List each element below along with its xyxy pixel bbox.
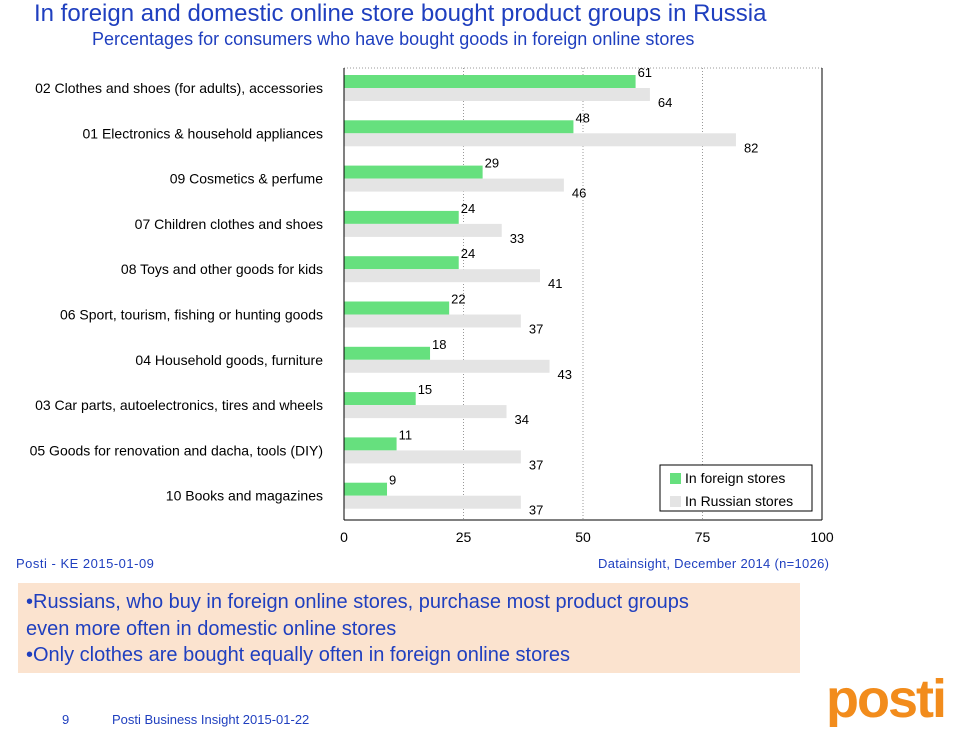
legend-swatch-1 <box>670 496 681 507</box>
bar-foreign-8 <box>344 437 397 451</box>
category-label-4: 08 Toys and other goods for kids <box>121 261 323 277</box>
legend-label-0: In foreign stores <box>685 470 785 486</box>
bar-russian-6 <box>344 359 550 373</box>
label-foreign-2: 29 <box>485 156 499 171</box>
label-russian-1: 82 <box>744 140 758 155</box>
bar-foreign-1 <box>344 120 574 134</box>
label-foreign-6: 18 <box>432 337 446 352</box>
bar-foreign-0 <box>344 75 636 88</box>
bar-foreign-6 <box>344 346 431 360</box>
bar-russian-0 <box>344 88 650 101</box>
source-left: Posti - KE 2015-01-09 <box>16 556 155 571</box>
x-tick-label-0: 0 <box>340 529 348 545</box>
label-russian-7: 34 <box>515 412 529 427</box>
label-russian-5: 37 <box>529 322 543 337</box>
label-foreign-8: 11 <box>399 427 413 442</box>
category-label-8: 05 Goods for renovation and dacha, tools… <box>30 442 323 458</box>
x-tick-label-50: 50 <box>575 529 591 545</box>
bar-chart: 61 64 02 Clothes and shoes (for adults), a… <box>30 65 834 545</box>
bar-russian-8 <box>344 450 521 464</box>
bar-russian-4 <box>344 269 540 283</box>
category-label-3: 07 Children clothes and shoes <box>135 216 323 232</box>
bar-russian-5 <box>344 314 521 328</box>
label-foreign-7: 15 <box>418 382 432 397</box>
bar-russian-9 <box>344 495 521 509</box>
note-line-1: •Russians, who buy in foreign online sto… <box>26 591 689 613</box>
bar-foreign-7 <box>344 392 416 406</box>
legend-label-1: In Russian stores <box>685 493 793 509</box>
x-tick-label-25: 25 <box>456 529 472 545</box>
category-label-2: 09 Cosmetics & perfume <box>170 171 323 187</box>
category-label-7: 03 Car parts, autoelectronics, tires and… <box>35 397 323 413</box>
category-label-5: 06 Sport, tourism, fishing or hunting go… <box>60 307 323 323</box>
label-russian-0: 64 <box>658 95 672 110</box>
x-tick-label-75: 75 <box>695 529 711 545</box>
label-foreign-0: 61 <box>638 65 652 80</box>
label-foreign-3: 24 <box>461 201 475 216</box>
label-russian-4: 41 <box>548 276 562 291</box>
label-foreign-9: 9 <box>389 473 396 488</box>
posti-logo: posti <box>826 669 947 727</box>
category-label-1: 01 Electronics & household appliances <box>83 125 324 141</box>
label-russian-9: 37 <box>529 503 543 518</box>
source-right: Datainsight, December 2014 (n=1026) <box>598 556 830 571</box>
footer-doc-title: Posti Business Insight 2015-01-22 <box>112 712 310 727</box>
note-line-2: even more often in domestic online store… <box>26 617 397 640</box>
x-tick-label-100: 100 <box>810 529 834 545</box>
label-foreign-1: 48 <box>575 110 589 125</box>
label-russian-8: 37 <box>529 457 543 472</box>
posti-logo-text: posti <box>826 669 945 727</box>
bar-russian-3 <box>344 223 502 237</box>
category-label-0: 02 Clothes and shoes (for adults), acces… <box>35 80 323 96</box>
bar-russian-2 <box>344 178 564 192</box>
category-label-9: 10 Books and magazines <box>166 488 323 504</box>
legend-box <box>659 464 813 512</box>
page-number: 9 <box>62 712 70 727</box>
bar-foreign-5 <box>344 301 450 315</box>
summary-note-box: •Russians, who buy in foreign online sto… <box>18 583 800 673</box>
chart-title: In foreign and domestic online store bou… <box>34 0 767 27</box>
legend-swatch-0 <box>670 473 681 484</box>
note-line-3: •Only clothes are bought equally often i… <box>26 644 571 666</box>
bar-foreign-3 <box>344 210 459 224</box>
chart-subtitle: Percentages for consumers who have bough… <box>92 29 695 49</box>
bar-russian-7 <box>344 405 507 419</box>
bar-foreign-9 <box>344 482 388 496</box>
bar-russian-1 <box>344 133 736 147</box>
label-russian-2: 46 <box>572 186 586 201</box>
label-russian-6: 43 <box>558 367 572 382</box>
category-label-6: 04 Household goods, furniture <box>135 352 323 368</box>
bar-foreign-2 <box>344 165 483 179</box>
label-foreign-4: 24 <box>461 246 475 261</box>
bar-foreign-4 <box>344 256 459 270</box>
label-foreign-5: 22 <box>451 292 465 307</box>
label-russian-3: 33 <box>510 231 524 246</box>
